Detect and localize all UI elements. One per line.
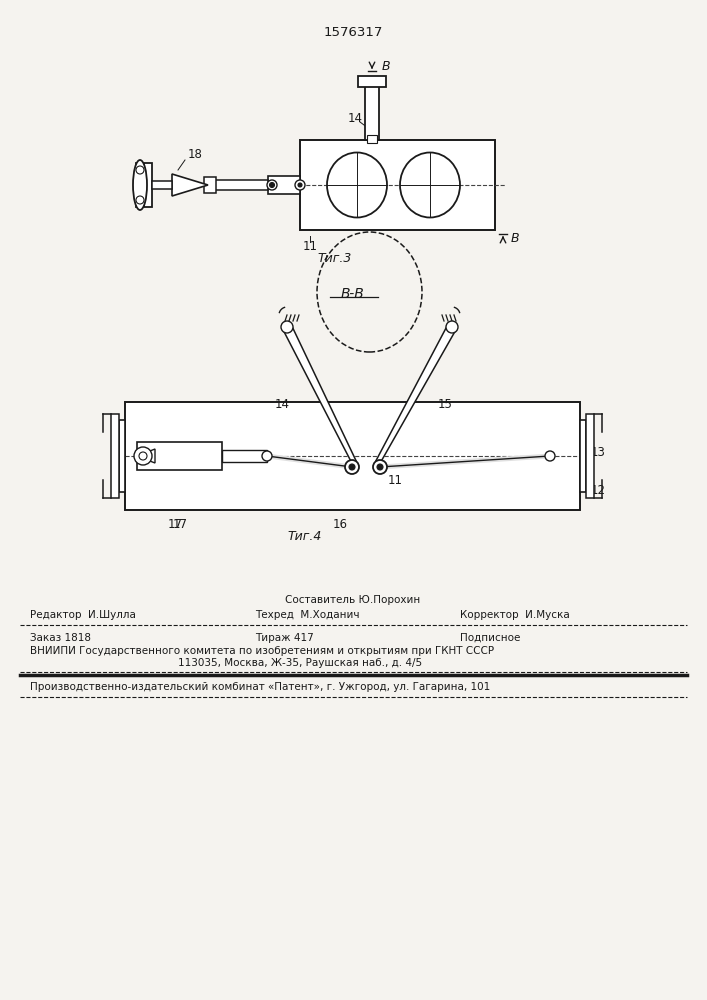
Text: 16: 16 [332, 518, 348, 530]
Circle shape [136, 166, 144, 174]
Bar [125, 402, 580, 510]
Circle shape [298, 183, 302, 187]
Polygon shape [172, 174, 208, 196]
Bar [586, 414, 594, 498]
Text: 17: 17 [168, 518, 182, 530]
Circle shape [295, 180, 305, 190]
Circle shape [267, 180, 277, 190]
Text: 14: 14 [348, 111, 363, 124]
Circle shape [262, 451, 272, 461]
Bar [580, 420, 586, 492]
Bar [222, 450, 267, 462]
Bar [210, 180, 268, 190]
Text: B: B [382, 60, 391, 74]
Text: Техред  М.Ходанич: Техред М.Ходанич [255, 610, 359, 620]
Text: Заказ 1818: Заказ 1818 [30, 633, 91, 643]
Text: B: B [511, 232, 520, 244]
Circle shape [134, 447, 152, 465]
Text: 11: 11 [303, 240, 317, 253]
Bar [111, 414, 119, 498]
Circle shape [446, 321, 458, 333]
Text: 14: 14 [274, 398, 289, 412]
Text: 11: 11 [387, 474, 402, 487]
Bar [137, 442, 222, 470]
Text: 12: 12 [590, 484, 605, 496]
Circle shape [269, 182, 274, 188]
Circle shape [139, 452, 147, 460]
Circle shape [349, 464, 355, 470]
Text: Корректор  И.Муска: Корректор И.Муска [460, 610, 570, 620]
Bar [365, 82, 379, 140]
Ellipse shape [400, 152, 460, 218]
Bar [300, 140, 495, 230]
Text: 113035, Москва, Ж-35, Раушская наб., д. 4/5: 113035, Москва, Ж-35, Раушская наб., д. … [178, 658, 422, 668]
Text: Τиг.4: Τиг.4 [288, 530, 322, 542]
Text: 15: 15 [438, 398, 452, 412]
Text: Редактор  И.Шулла: Редактор И.Шулла [30, 610, 136, 620]
Circle shape [373, 460, 387, 474]
Text: Составитель Ю.Порохин: Составитель Ю.Порохин [285, 595, 420, 605]
Text: ВНИИПИ Государственного комитета по изобретениям и открытиям при ГКНТ СССР: ВНИИПИ Государственного комитета по изоб… [30, 646, 494, 656]
Text: Подписное: Подписное [460, 633, 520, 643]
Circle shape [345, 460, 359, 474]
Bar [367, 135, 377, 143]
Text: Производственно-издательский комбинат «Патент», г. Ужгород, ул. Гагарина, 101: Производственно-издательский комбинат «П… [30, 682, 490, 692]
Text: Тираж 417: Тираж 417 [255, 633, 314, 643]
Circle shape [377, 464, 383, 470]
Text: 13: 13 [590, 446, 605, 458]
Ellipse shape [327, 152, 387, 218]
Circle shape [545, 451, 555, 461]
Polygon shape [137, 449, 155, 463]
Text: B-B: B-B [341, 287, 365, 301]
Text: 1576317: 1576317 [323, 25, 382, 38]
Text: 17: 17 [173, 518, 187, 532]
Circle shape [136, 196, 144, 204]
Bar [144, 163, 152, 207]
Bar [152, 181, 172, 189]
Ellipse shape [133, 160, 147, 210]
Circle shape [281, 321, 293, 333]
Text: 18: 18 [187, 148, 202, 161]
Polygon shape [376, 325, 456, 463]
Bar [358, 76, 386, 87]
Bar [268, 176, 300, 194]
Text: Τиг.3: Τиг.3 [318, 251, 352, 264]
Bar [204, 177, 216, 193]
Bar [119, 420, 125, 492]
Polygon shape [283, 325, 356, 463]
